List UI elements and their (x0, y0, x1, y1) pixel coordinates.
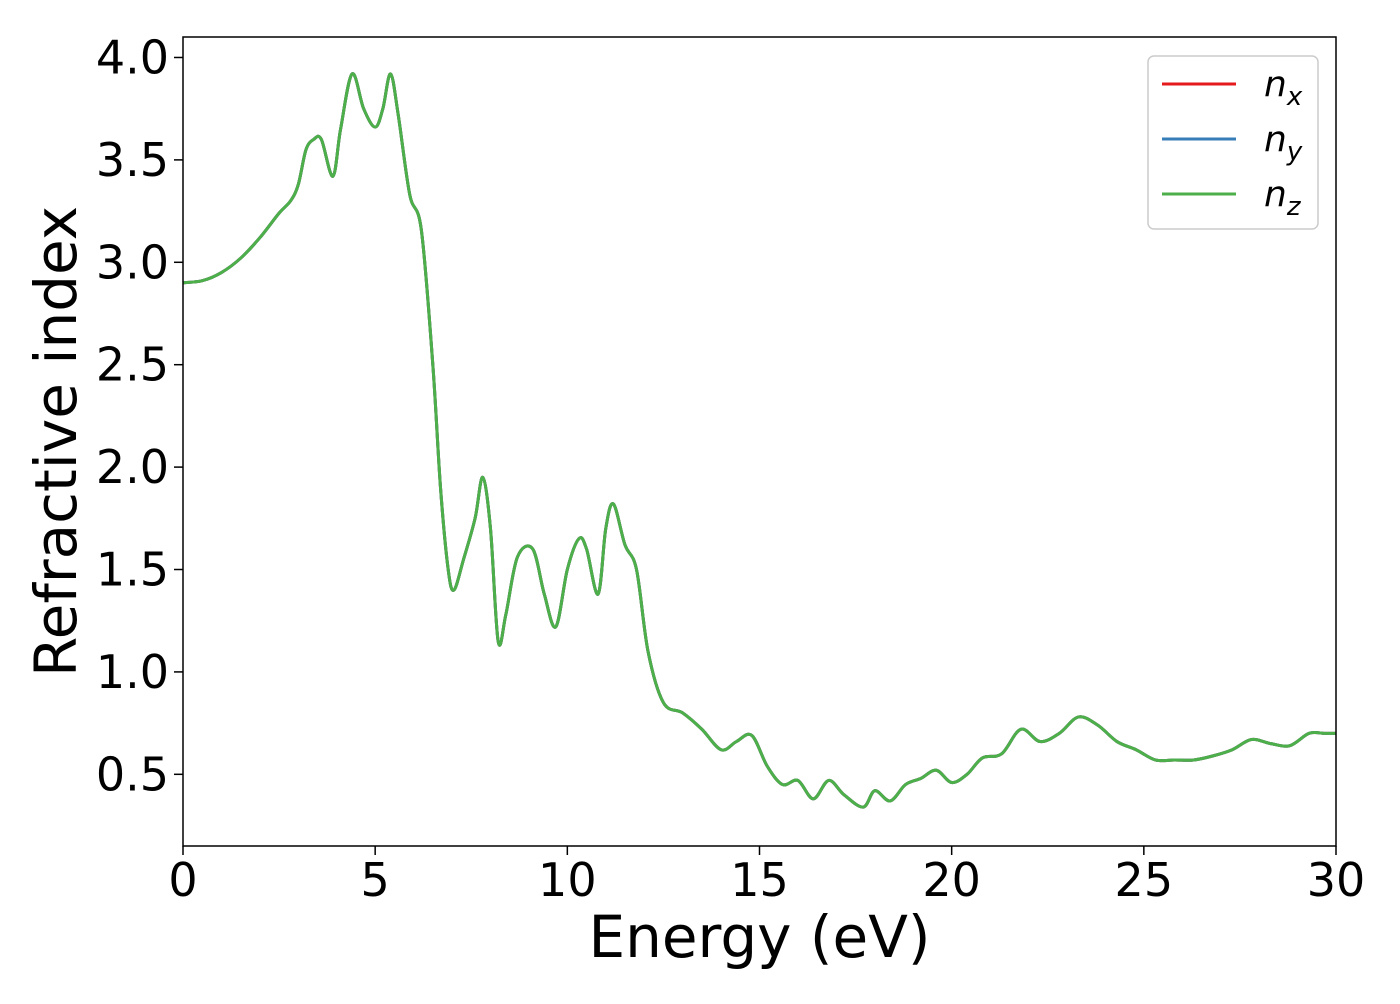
y-tick-label: 2.0 (96, 440, 169, 494)
legend-label-ny: ny (1264, 119, 1303, 167)
series-layer (183, 72, 1336, 809)
x-tick-label: 30 (1307, 853, 1366, 907)
y-tick-label: 2.5 (96, 338, 169, 392)
legend-label-nz: nz (1264, 174, 1302, 222)
legend-label-base: n (1264, 119, 1287, 160)
x-tick-label: 10 (538, 853, 597, 907)
y-axis-label: Refractive index (22, 206, 90, 677)
y-tick-label: 3.0 (96, 235, 169, 289)
y-tick-label: 0.5 (96, 747, 169, 801)
x-tick-label: 25 (1115, 853, 1174, 907)
legend-label-subscript: z (1286, 192, 1302, 222)
legend-label-subscript: x (1286, 82, 1303, 112)
x-tick-label: 5 (361, 853, 390, 907)
y-tick-label: 4.0 (96, 30, 169, 84)
legend-label-base: n (1264, 174, 1287, 215)
x-tick-label: 0 (168, 853, 197, 907)
series-line-nz (183, 72, 1336, 809)
y-tick-label: 1.5 (96, 543, 169, 597)
x-tick-label: 20 (922, 853, 981, 907)
x-axis-ticks: 0 5 10 15 20 25 30 (168, 846, 1365, 907)
legend-label-subscript: y (1286, 137, 1303, 167)
legend-label-nx: nx (1264, 64, 1303, 112)
y-axis-ticks: 0.5 1.0 1.5 2.0 2.5 3.0 3.5 4.0 (96, 30, 183, 801)
x-tick-label: 15 (730, 853, 789, 907)
legend-label-base: n (1264, 64, 1287, 105)
x-axis-label: Energy (eV) (588, 903, 930, 971)
legend-box (1147, 55, 1319, 230)
y-tick-label: 3.5 (96, 133, 169, 187)
y-tick-label: 1.0 (96, 645, 169, 699)
